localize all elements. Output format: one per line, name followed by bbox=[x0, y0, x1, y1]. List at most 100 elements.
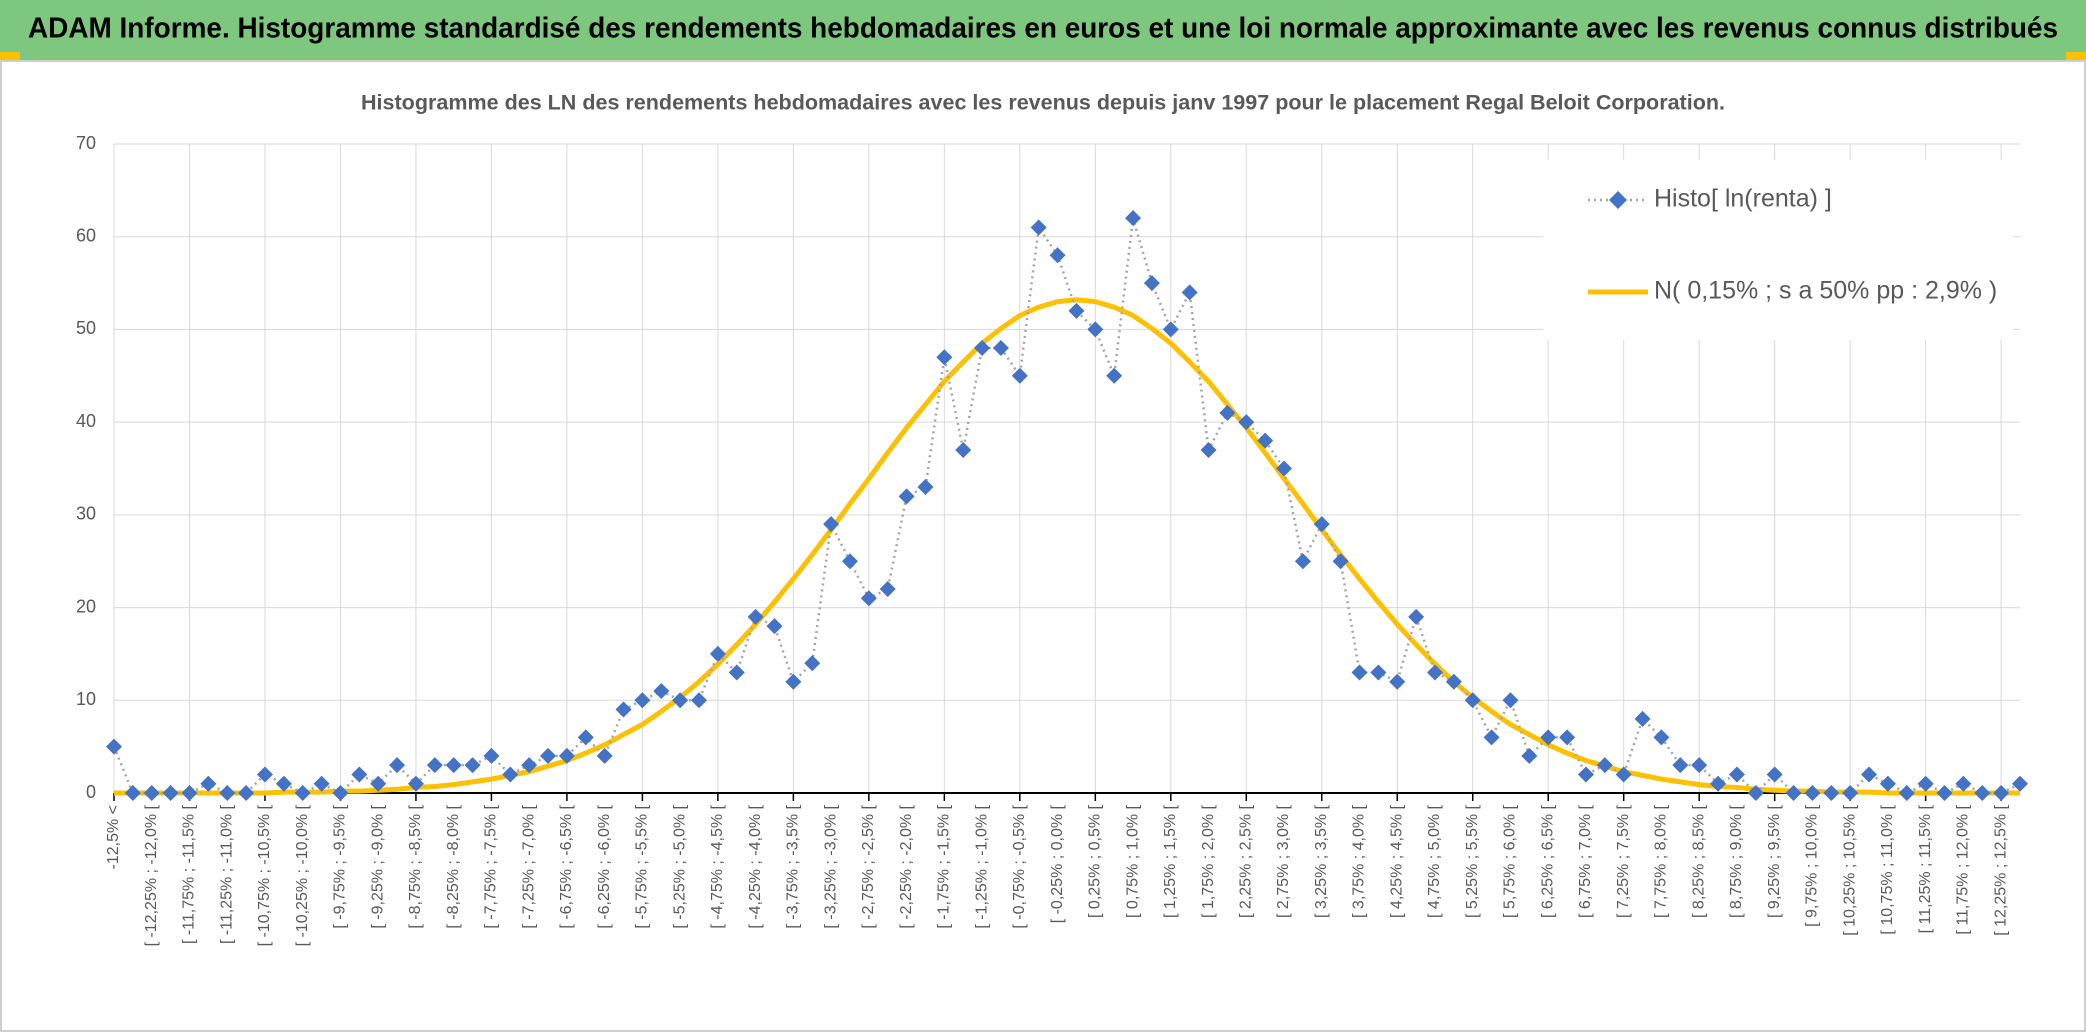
marker bbox=[294, 785, 311, 801]
marker bbox=[106, 738, 122, 755]
marker bbox=[785, 673, 802, 690]
x-tick-label: [ 5,25% ; 5,5% [ bbox=[1464, 804, 1481, 918]
marker bbox=[955, 441, 972, 458]
x-tick-label: [ -1,25% ; -1,0% [ bbox=[973, 804, 990, 928]
marker bbox=[992, 339, 1009, 356]
grid: 0 10 20 30 40 50 60 70 -12,5% < [ -12,25% ; -12,0… bbox=[76, 133, 2020, 946]
marker bbox=[351, 766, 368, 783]
x-tick-label: [ -9,75% ; -9,5% [ bbox=[332, 804, 349, 928]
marker bbox=[1087, 321, 1104, 338]
x-tick-label: [ -8,25% ; -8,0% [ bbox=[445, 804, 462, 928]
marker bbox=[1030, 219, 1047, 236]
x-tick-label: [ -5,75% ; -5,5% [ bbox=[634, 804, 651, 928]
chart-title: Histogramme des LN des rendements hebdom… bbox=[361, 92, 1725, 115]
x-tick-label: [ 7,75% ; 8,0% [ bbox=[1653, 804, 1670, 918]
banner-title: ADAM Informe. Histogramme standardisé de… bbox=[28, 13, 2058, 45]
marker bbox=[1577, 766, 1594, 783]
marker bbox=[1596, 757, 1613, 774]
marker bbox=[1521, 747, 1538, 764]
marker bbox=[1634, 710, 1651, 727]
plot bbox=[106, 210, 2028, 801]
marker bbox=[747, 608, 764, 625]
marker bbox=[691, 692, 708, 709]
marker bbox=[162, 785, 179, 801]
x-tick-label: [ 12,25% ; 12,5% [ bbox=[1992, 804, 2009, 935]
x-tick-label: [ 8,25% ; 8,5% [ bbox=[1690, 804, 1707, 918]
marker bbox=[1898, 785, 1915, 801]
x-tick-label: [ -7,25% ; -7,0% [ bbox=[520, 804, 537, 928]
y-tick-label: 30 bbox=[76, 504, 96, 524]
x-tick-label: [ -10,75% ; -10,5% [ bbox=[256, 804, 273, 946]
marker bbox=[1389, 673, 1406, 690]
marker bbox=[1257, 432, 1274, 449]
x-tick-label: [ -0,25% ; 0,0% [ bbox=[1049, 804, 1066, 923]
marker bbox=[1106, 367, 1123, 384]
marker bbox=[1049, 247, 1066, 264]
marker bbox=[1200, 441, 1217, 458]
x-tick-label: [ 9,75% ; 10,0% [ bbox=[1804, 804, 1821, 926]
x-tick-label: [ 0,75% ; 1,0% [ bbox=[1124, 804, 1141, 918]
marker bbox=[596, 747, 613, 764]
marker bbox=[1540, 729, 1557, 746]
marker bbox=[540, 747, 557, 764]
x-tick-label: [ 3,75% ; 4,0% [ bbox=[1351, 804, 1368, 918]
marker bbox=[1351, 664, 1368, 681]
marker bbox=[200, 775, 217, 792]
marker bbox=[860, 590, 877, 607]
marker bbox=[1068, 302, 1085, 319]
banner bbox=[0, 0, 2086, 60]
marker bbox=[841, 553, 858, 570]
marker bbox=[1936, 785, 1953, 801]
marker bbox=[502, 766, 519, 783]
marker bbox=[1974, 785, 1991, 801]
marker bbox=[1483, 729, 1500, 746]
marker bbox=[332, 785, 349, 801]
marker bbox=[1219, 404, 1236, 421]
y-tick-label: 60 bbox=[76, 225, 96, 245]
marker bbox=[256, 766, 273, 783]
marker bbox=[1276, 460, 1293, 477]
x-tick-label: [ -11,25% ; -11,0% [ bbox=[218, 804, 235, 944]
x-tick-label: [ 10,25% ; 10,5% [ bbox=[1841, 804, 1858, 935]
marker bbox=[653, 683, 670, 700]
x-tick-label: [ -3,25% ; -3,0% [ bbox=[822, 804, 839, 928]
x-tick-label: [ -0,75% ; -0,5% [ bbox=[1011, 804, 1028, 928]
x-tick-label: [ -4,25% ; -4,0% [ bbox=[747, 804, 764, 928]
marker bbox=[1162, 321, 1179, 338]
x-tick-label: [ 5,75% ; 6,0% [ bbox=[1502, 804, 1519, 918]
legend-marker bbox=[1609, 191, 1627, 209]
marker bbox=[143, 785, 160, 801]
x-tick-label: [ 2,75% ; 3,0% [ bbox=[1275, 804, 1292, 918]
marker bbox=[558, 747, 575, 764]
marker bbox=[275, 775, 292, 792]
marker bbox=[1879, 775, 1896, 792]
marker bbox=[464, 757, 481, 774]
x-tick-label: [ -7,75% ; -7,5% [ bbox=[483, 804, 500, 928]
y-tick-label: 0 bbox=[86, 782, 96, 802]
x-tick-label: [ -10,25% ; -10,0% [ bbox=[294, 804, 311, 946]
marker bbox=[709, 645, 726, 662]
marker bbox=[823, 516, 840, 533]
corner bbox=[0, 52, 20, 60]
marker bbox=[219, 785, 236, 801]
marker bbox=[1615, 766, 1632, 783]
marker bbox=[1011, 367, 1028, 384]
x-tick-label: [ -11,75% ; -11,5% [ bbox=[181, 804, 198, 944]
marker bbox=[313, 775, 330, 792]
series-line bbox=[114, 297, 2020, 796]
marker bbox=[1445, 673, 1462, 690]
x-tick-label: [ -9,25% ; -9,0% [ bbox=[369, 804, 386, 928]
x-tick-label: [ -8,75% ; -8,5% [ bbox=[407, 804, 424, 928]
marker bbox=[1710, 775, 1727, 792]
marker bbox=[1691, 757, 1708, 774]
marker bbox=[936, 349, 953, 366]
marker bbox=[1370, 664, 1387, 681]
marker bbox=[634, 692, 651, 709]
x-tick-label: [ -5,25% ; -5,0% [ bbox=[671, 804, 688, 928]
marker bbox=[1766, 766, 1783, 783]
x-tick-label: [ -1,75% ; -1,5% [ bbox=[936, 804, 953, 928]
corner bbox=[2066, 52, 2086, 60]
legend: Histo[ ln(renta) ] N( 0,15% ; s a 50% pp … bbox=[1543, 160, 2013, 340]
marker bbox=[1408, 608, 1425, 625]
